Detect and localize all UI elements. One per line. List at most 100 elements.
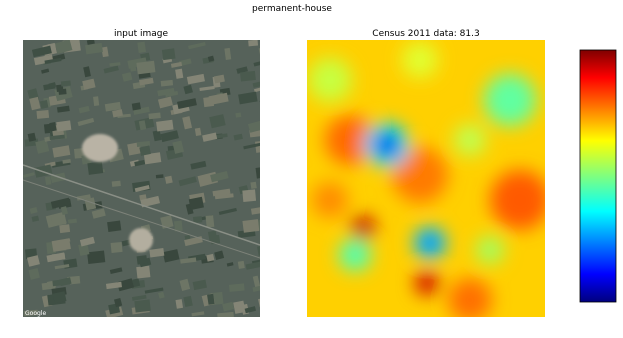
field — [77, 117, 95, 127]
field — [245, 261, 260, 270]
field — [180, 257, 197, 264]
field — [224, 47, 232, 60]
field — [31, 45, 52, 58]
field — [52, 278, 70, 287]
field — [67, 218, 77, 224]
field — [109, 267, 123, 275]
field — [41, 68, 50, 74]
field — [93, 96, 100, 106]
field — [23, 172, 35, 178]
field — [191, 311, 205, 317]
field — [252, 275, 260, 287]
field — [182, 116, 193, 130]
field — [136, 141, 151, 148]
field — [205, 215, 215, 228]
panel-title: Census 2011 data: 81.3 — [372, 29, 479, 39]
field — [82, 78, 96, 90]
field — [83, 66, 91, 78]
field — [109, 62, 121, 67]
field — [207, 55, 215, 62]
field — [78, 243, 90, 256]
field — [36, 109, 50, 119]
field — [85, 42, 103, 55]
figure-title: permanent-house — [252, 4, 332, 14]
field — [131, 102, 141, 111]
field — [248, 40, 259, 47]
field — [240, 70, 256, 82]
field — [50, 197, 71, 209]
field — [209, 114, 226, 129]
field — [49, 134, 65, 140]
field — [44, 57, 62, 64]
field — [44, 136, 52, 142]
field — [59, 224, 71, 234]
field — [121, 72, 133, 82]
field — [104, 101, 121, 112]
field — [52, 145, 71, 158]
field — [210, 170, 229, 183]
field — [23, 309, 39, 317]
watermark: Google — [25, 310, 46, 317]
field — [39, 100, 49, 109]
field — [51, 253, 66, 261]
field — [259, 98, 260, 108]
field — [29, 96, 41, 111]
field — [107, 220, 122, 232]
field — [226, 262, 234, 267]
panel-title: input image — [114, 29, 169, 39]
colorbar — [579, 49, 617, 303]
field — [158, 291, 165, 299]
field — [213, 74, 225, 84]
field — [175, 68, 184, 79]
field — [190, 160, 207, 170]
field — [62, 159, 71, 164]
field — [87, 250, 106, 265]
field — [136, 265, 151, 279]
field — [103, 65, 119, 74]
field — [207, 293, 215, 305]
field — [111, 180, 121, 187]
field — [255, 167, 260, 179]
field — [148, 112, 161, 120]
field — [134, 159, 146, 167]
field — [258, 44, 260, 57]
field — [235, 112, 242, 118]
field — [139, 194, 147, 201]
field — [91, 208, 106, 219]
field — [192, 216, 203, 224]
field — [183, 84, 193, 95]
field — [26, 255, 40, 267]
field — [165, 90, 179, 98]
field — [252, 285, 260, 292]
field — [238, 91, 258, 105]
field — [186, 73, 205, 85]
field — [87, 161, 104, 175]
field — [160, 130, 179, 143]
field — [252, 80, 260, 88]
field — [101, 46, 109, 58]
field — [178, 176, 197, 187]
field — [134, 185, 150, 193]
field — [139, 77, 154, 86]
field — [113, 297, 123, 308]
field — [242, 219, 260, 233]
field — [188, 42, 206, 50]
field — [206, 253, 215, 262]
field — [222, 301, 235, 312]
field — [208, 92, 229, 106]
field — [160, 215, 174, 229]
field — [31, 215, 40, 222]
field — [253, 59, 260, 67]
field — [137, 41, 147, 53]
field — [27, 132, 37, 142]
field — [35, 139, 50, 154]
field — [143, 152, 162, 165]
field — [160, 79, 174, 87]
field — [155, 174, 164, 179]
field — [78, 105, 90, 114]
field — [218, 207, 237, 216]
field — [179, 278, 191, 292]
field — [183, 295, 193, 308]
field — [172, 140, 185, 154]
